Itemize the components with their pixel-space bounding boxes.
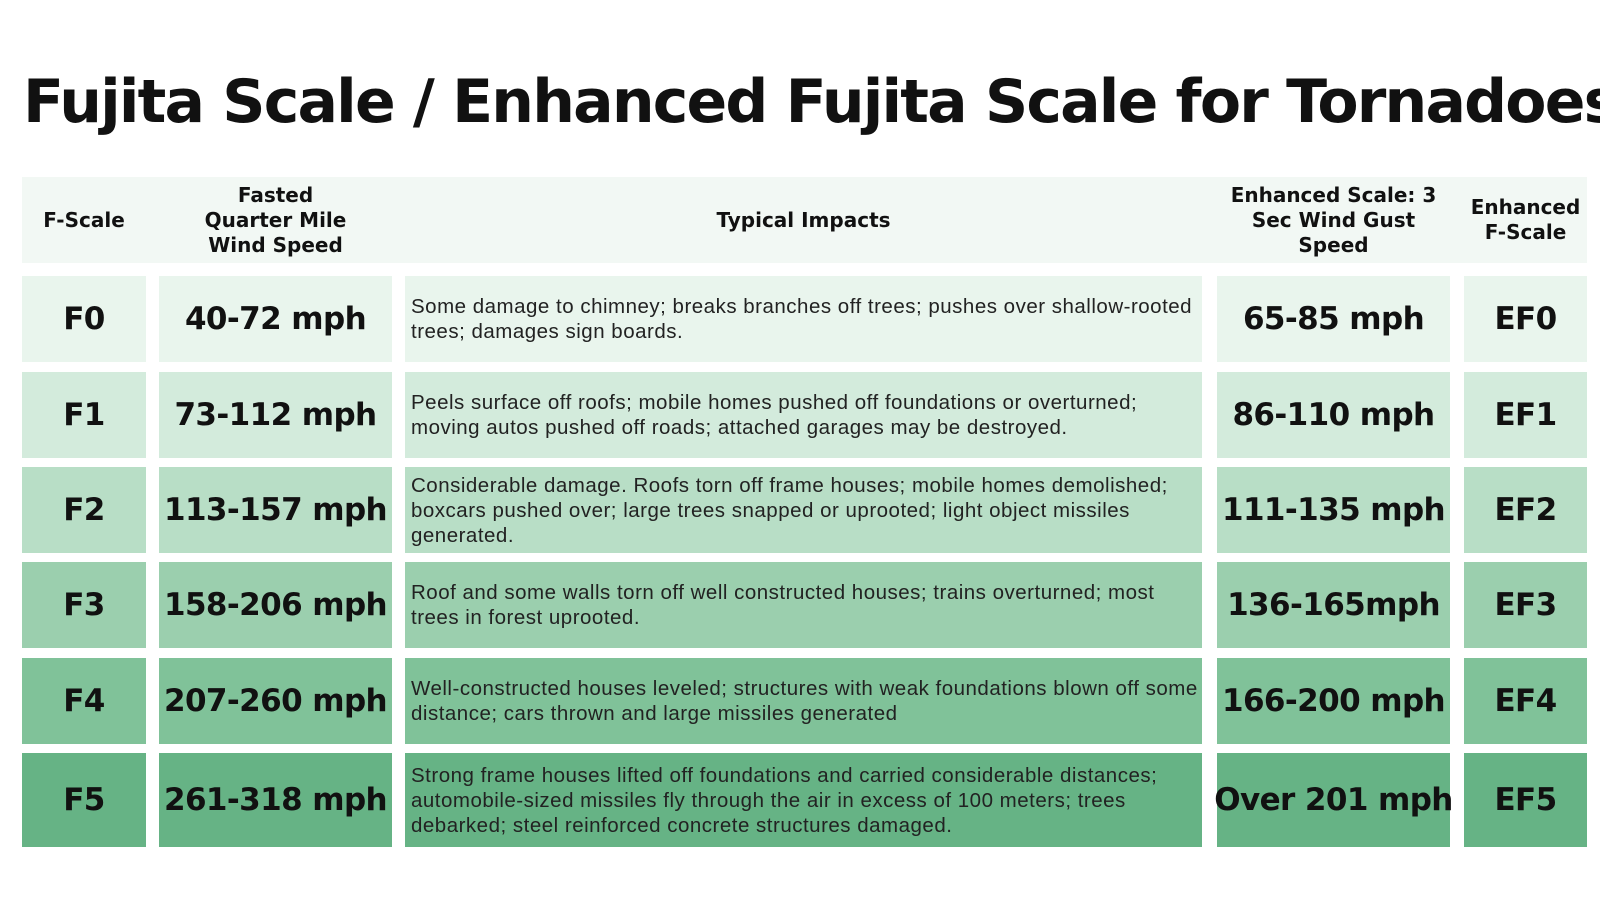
f-scale-cell: F1 [22, 372, 146, 458]
f-scale-cell: F2 [22, 467, 146, 553]
table-header [22, 177, 1587, 263]
wind-speed-cell: 73-112 mph [159, 372, 392, 458]
gust-speed-cell: 111-135 mph [1217, 467, 1450, 553]
impact-cell: Some damage to chimney; breaks branches … [405, 276, 1202, 362]
impact-cell: Considerable damage. Roofs torn off fram… [405, 467, 1202, 553]
wind-speed-cell: 261-318 mph [159, 753, 392, 847]
f-scale-cell: F4 [22, 658, 146, 744]
gust-speed-cell: 65-85 mph [1217, 276, 1450, 362]
gust-speed-cell: 86-110 mph [1217, 372, 1450, 458]
impact-cell: Roof and some walls torn off well constr… [405, 562, 1202, 648]
header-enhanced-f-scale: Enhanced F-Scale [1470, 195, 1581, 244]
gust-speed-cell: Over 201 mph [1214, 753, 1453, 847]
ef-scale-cell: EF0 [1464, 276, 1587, 362]
ef-scale-cell: EF3 [1464, 562, 1587, 648]
wind-speed-cell: 113-157 mph [159, 467, 392, 553]
f-scale-cell: F3 [22, 562, 146, 648]
impact-cell: Peels surface off roofs; mobile homes pu… [405, 372, 1202, 458]
ef-scale-cell: EF1 [1464, 372, 1587, 458]
wind-speed-cell: 158-206 mph [159, 562, 392, 648]
gust-speed-cell: 166-200 mph [1217, 658, 1450, 744]
f-scale-cell: F5 [22, 753, 146, 847]
header-typical-impacts: Typical Impacts [716, 207, 891, 232]
header-fastest-wind-speed: Fasted Quarter Mile Wind Speed [204, 182, 347, 257]
header-f-scale: F-Scale [43, 207, 125, 232]
ef-scale-cell: EF2 [1464, 467, 1587, 553]
ef-scale-cell: EF4 [1464, 658, 1587, 744]
page-title: Fujita Scale / Enhanced Fujita Scale for… [23, 67, 1600, 137]
impact-cell: Strong frame houses lifted off foundatio… [405, 753, 1202, 847]
f-scale-cell: F0 [22, 276, 146, 362]
wind-speed-cell: 207-260 mph [159, 658, 392, 744]
header-gust-speed: Enhanced Scale: 3 Sec Wind Gust Speed [1230, 182, 1437, 257]
wind-speed-cell: 40-72 mph [159, 276, 392, 362]
gust-speed-cell: 136-165mph [1217, 562, 1450, 648]
impact-cell: Well-constructed houses leveled; structu… [405, 658, 1202, 744]
ef-scale-cell: EF5 [1464, 753, 1587, 847]
